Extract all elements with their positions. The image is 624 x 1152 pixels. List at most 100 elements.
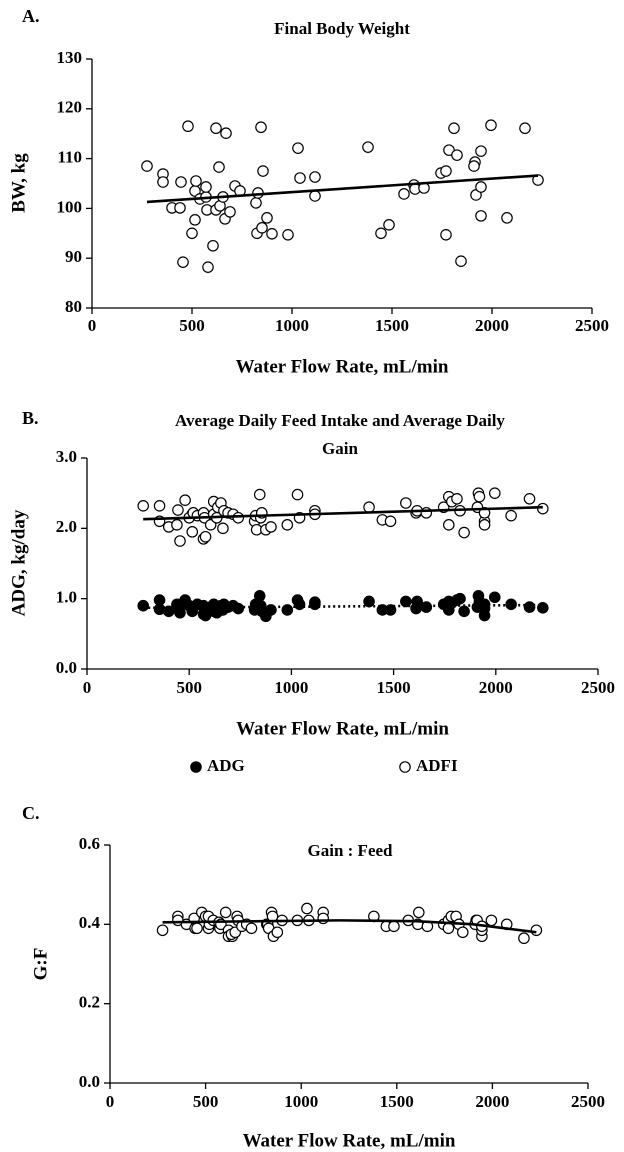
data-point	[384, 604, 397, 616]
data-point	[157, 176, 169, 188]
y-tick-label: 0.4	[79, 913, 101, 932]
data-point	[220, 127, 232, 140]
data-point	[475, 210, 487, 222]
x-tick-label: 1500	[380, 1092, 414, 1111]
data-point	[256, 222, 268, 234]
data-point	[530, 924, 543, 937]
data-point	[186, 227, 198, 240]
data-point	[182, 120, 194, 133]
data-point	[400, 595, 412, 608]
data-point	[501, 212, 513, 224]
y-tick-label: 0.6	[79, 834, 100, 853]
data-point	[199, 530, 212, 543]
data-point	[412, 906, 425, 919]
data-point	[200, 181, 212, 193]
data-point	[537, 602, 549, 614]
data-point	[271, 926, 284, 939]
data-point	[153, 594, 166, 606]
x-tick-label: 1000	[274, 678, 308, 697]
data-point	[505, 598, 517, 611]
data-point	[186, 526, 199, 538]
data-point	[451, 492, 463, 505]
legend-marker	[190, 761, 202, 773]
x-tick-label: 0	[88, 316, 97, 335]
data-point	[440, 165, 452, 177]
y-tick-label: 2.0	[56, 517, 77, 536]
chart-title: Gain : Feed	[308, 841, 394, 860]
data-point	[451, 149, 463, 161]
data-point	[213, 161, 225, 173]
y-tick-label: 0.2	[79, 993, 100, 1012]
data-point	[282, 228, 294, 241]
data-point	[141, 160, 153, 172]
data-point	[455, 255, 467, 267]
trend-line	[162, 919, 537, 934]
data-point	[448, 122, 460, 135]
chart-title: Final Body Weight	[274, 19, 410, 38]
data-point	[294, 172, 306, 184]
data-point	[519, 122, 531, 135]
data-point	[156, 924, 169, 937]
data-point	[485, 119, 497, 132]
data-point	[232, 511, 245, 524]
legend-label: ADFI	[416, 756, 458, 775]
x-tick-label: 1500	[377, 678, 411, 697]
x-tick-label: 2000	[475, 316, 509, 335]
data-point	[281, 519, 294, 531]
data-point	[162, 605, 175, 618]
x-tick-label: 1000	[275, 316, 309, 335]
data-point	[505, 509, 517, 522]
y-axis-label: BW, kg	[8, 153, 29, 213]
x-tick-label: 2500	[571, 1092, 605, 1111]
legend-label: ADG	[207, 756, 245, 775]
data-point	[175, 176, 187, 188]
data-point	[207, 239, 219, 252]
data-point	[265, 521, 277, 533]
y-tick-label: 120	[57, 98, 83, 117]
data-point	[473, 490, 486, 503]
data-point	[224, 206, 236, 218]
chart-title: Average Daily Feed Intake and Average Da…	[175, 411, 505, 430]
y-axis-label: G:F	[30, 948, 51, 981]
data-point	[420, 507, 433, 519]
y-axis-label: ADG, kg/day	[8, 509, 29, 616]
data-point	[488, 591, 501, 604]
data-point	[232, 602, 245, 615]
data-point	[253, 590, 266, 602]
data-point	[245, 922, 258, 935]
y-tick-label: 110	[57, 148, 82, 167]
y-tick-label: 80	[65, 297, 82, 316]
data-point	[411, 595, 423, 608]
data-point	[191, 922, 203, 935]
data-point	[210, 122, 222, 135]
data-point	[291, 488, 304, 501]
data-point	[458, 605, 470, 618]
data-point	[292, 142, 304, 154]
data-point	[383, 219, 395, 231]
data-point	[293, 598, 306, 611]
data-point	[172, 504, 184, 516]
x-axis-label: Water Flow Rate, mL/min	[236, 718, 449, 739]
x-tick-label: 0	[83, 678, 92, 697]
data-point	[174, 202, 186, 214]
data-point	[518, 932, 530, 945]
x-tick-label: 2500	[575, 316, 609, 335]
data-point	[190, 175, 202, 187]
data-point	[478, 519, 491, 531]
data-point	[171, 519, 183, 531]
x-tick-label: 500	[179, 316, 205, 335]
data-point	[454, 592, 466, 605]
data-point	[420, 601, 433, 613]
data-point	[174, 535, 186, 547]
data-point	[398, 188, 410, 200]
data-point	[475, 181, 487, 193]
data-point	[485, 914, 498, 927]
data-point	[456, 926, 469, 939]
y-tick-label: 130	[57, 48, 83, 67]
data-point	[261, 212, 273, 224]
x-tick-label: 0	[106, 1092, 115, 1111]
data-point	[202, 261, 214, 273]
data-point	[174, 606, 186, 619]
data-point	[301, 902, 313, 915]
